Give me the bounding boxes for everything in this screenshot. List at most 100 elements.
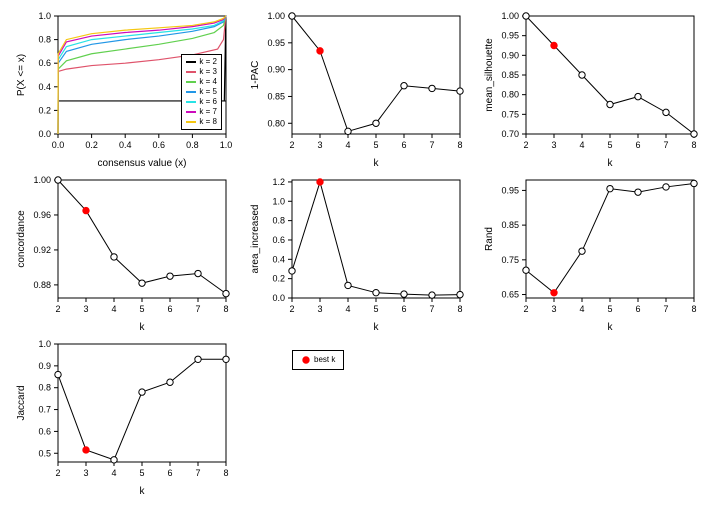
svg-text:0.9: 0.9 bbox=[38, 361, 51, 371]
cdf-legend: k = 2k = 3k = 4k = 5k = 6k = 7k = 8 bbox=[181, 54, 222, 130]
svg-text:0.90: 0.90 bbox=[501, 50, 519, 60]
svg-text:consensus value (x): consensus value (x) bbox=[98, 158, 187, 169]
svg-text:3: 3 bbox=[83, 468, 88, 478]
svg-text:7: 7 bbox=[663, 304, 668, 314]
chart-grid: 0.0 0.2 0.4 0.6 0.8 1.0 0.0 0.2 0.4 0.6 0.8 1.0 cons… bbox=[10, 10, 710, 498]
svg-text:3: 3 bbox=[83, 304, 88, 314]
svg-text:1.0: 1.0 bbox=[38, 339, 51, 349]
svg-text:7: 7 bbox=[429, 140, 434, 150]
svg-text:8: 8 bbox=[457, 140, 462, 150]
svg-text:0.6: 0.6 bbox=[272, 235, 285, 245]
svg-text:0.65: 0.65 bbox=[501, 290, 519, 300]
panel-mean-silhouette: 23456780.700.750.800.850.900.951.00kmean… bbox=[478, 10, 704, 170]
svg-text:1.00: 1.00 bbox=[501, 11, 519, 21]
panel-concordance: 23456780.880.920.961.00kconcordance bbox=[10, 174, 236, 334]
svg-text:6: 6 bbox=[635, 304, 640, 314]
svg-text:0.80: 0.80 bbox=[501, 90, 519, 100]
svg-text:0.0: 0.0 bbox=[272, 293, 285, 303]
svg-text:7: 7 bbox=[195, 468, 200, 478]
svg-text:2: 2 bbox=[289, 304, 294, 314]
svg-text:k: k bbox=[140, 486, 146, 497]
panel-area-increased: 23456780.00.20.40.60.81.01.2karea_increa… bbox=[244, 174, 470, 334]
svg-text:0.85: 0.85 bbox=[501, 70, 519, 80]
svg-text:4: 4 bbox=[345, 304, 350, 314]
svg-text:6: 6 bbox=[635, 140, 640, 150]
svg-text:0.6: 0.6 bbox=[153, 140, 166, 150]
svg-text:0.2: 0.2 bbox=[272, 274, 285, 284]
svg-text:0.96: 0.96 bbox=[33, 210, 51, 220]
svg-text:7: 7 bbox=[663, 140, 668, 150]
svg-text:0.8: 0.8 bbox=[272, 216, 285, 226]
svg-text:0.95: 0.95 bbox=[501, 185, 519, 195]
svg-text:7: 7 bbox=[195, 304, 200, 314]
svg-text:5: 5 bbox=[373, 304, 378, 314]
svg-text:3: 3 bbox=[317, 140, 322, 150]
svg-text:k: k bbox=[374, 322, 380, 333]
svg-text:0.92: 0.92 bbox=[33, 245, 51, 255]
svg-text:2: 2 bbox=[523, 304, 528, 314]
svg-text:k: k bbox=[608, 158, 614, 169]
svg-text:concordance: concordance bbox=[16, 210, 27, 268]
svg-text:k: k bbox=[608, 322, 614, 333]
svg-text:6: 6 bbox=[401, 304, 406, 314]
svg-text:1.0: 1.0 bbox=[38, 11, 51, 21]
svg-text:5: 5 bbox=[607, 140, 612, 150]
svg-text:0.2: 0.2 bbox=[85, 140, 98, 150]
panel-best-legend: best k bbox=[244, 338, 470, 498]
svg-text:0.0: 0.0 bbox=[52, 140, 65, 150]
svg-text:0.80: 0.80 bbox=[267, 118, 285, 128]
svg-text:8: 8 bbox=[223, 304, 228, 314]
svg-text:4: 4 bbox=[579, 140, 584, 150]
svg-text:0.90: 0.90 bbox=[267, 65, 285, 75]
svg-text:0.5: 0.5 bbox=[38, 448, 51, 458]
best-k-legend: best k bbox=[292, 350, 344, 370]
svg-text:0.95: 0.95 bbox=[501, 31, 519, 41]
svg-text:0.85: 0.85 bbox=[267, 91, 285, 101]
svg-text:8: 8 bbox=[691, 140, 696, 150]
svg-text:2: 2 bbox=[55, 468, 60, 478]
svg-text:1.0: 1.0 bbox=[220, 140, 233, 150]
svg-text:3: 3 bbox=[551, 140, 556, 150]
svg-text:0.8: 0.8 bbox=[38, 35, 51, 45]
svg-text:8: 8 bbox=[223, 468, 228, 478]
panel-rand: 2 3 4 5 6 7 8 0.65 0.75 0.85 0.95 k Rand bbox=[478, 174, 704, 334]
svg-text:3: 3 bbox=[317, 304, 322, 314]
svg-text:k: k bbox=[140, 322, 146, 333]
svg-text:P(X <= x): P(X <= x) bbox=[16, 54, 27, 96]
best-k-label: best k bbox=[314, 355, 335, 365]
svg-text:0.7: 0.7 bbox=[38, 405, 51, 415]
panel-one-minus-pac: 23456780.800.850.900.951.00k1-PAC bbox=[244, 10, 470, 170]
svg-text:6: 6 bbox=[167, 468, 172, 478]
svg-text:5: 5 bbox=[139, 304, 144, 314]
svg-text:0.88: 0.88 bbox=[33, 280, 51, 290]
svg-text:6: 6 bbox=[167, 304, 172, 314]
svg-text:3: 3 bbox=[551, 304, 556, 314]
svg-text:5: 5 bbox=[607, 304, 612, 314]
svg-text:0.85: 0.85 bbox=[501, 220, 519, 230]
svg-text:area_increased: area_increased bbox=[250, 205, 261, 274]
svg-text:1-PAC: 1-PAC bbox=[250, 61, 261, 90]
svg-text:4: 4 bbox=[579, 304, 584, 314]
svg-text:4: 4 bbox=[345, 140, 350, 150]
svg-text:0.6: 0.6 bbox=[38, 58, 51, 68]
svg-text:1.00: 1.00 bbox=[267, 11, 285, 21]
svg-text:0.4: 0.4 bbox=[272, 254, 285, 264]
svg-text:0.0: 0.0 bbox=[38, 129, 51, 139]
svg-text:5: 5 bbox=[139, 468, 144, 478]
svg-text:2: 2 bbox=[55, 304, 60, 314]
svg-text:7: 7 bbox=[429, 304, 434, 314]
svg-text:mean_silhouette: mean_silhouette bbox=[484, 38, 495, 112]
svg-text:0.75: 0.75 bbox=[501, 255, 519, 265]
svg-text:8: 8 bbox=[691, 304, 696, 314]
svg-text:1.0: 1.0 bbox=[272, 196, 285, 206]
svg-text:4: 4 bbox=[111, 468, 116, 478]
svg-text:0.95: 0.95 bbox=[267, 38, 285, 48]
panel-empty bbox=[478, 338, 704, 498]
svg-text:0.75: 0.75 bbox=[501, 109, 519, 119]
svg-text:6: 6 bbox=[401, 140, 406, 150]
svg-text:0.6: 0.6 bbox=[38, 426, 51, 436]
svg-text:2: 2 bbox=[289, 140, 294, 150]
svg-text:8: 8 bbox=[457, 304, 462, 314]
svg-text:0.4: 0.4 bbox=[38, 82, 51, 92]
svg-text:Rand: Rand bbox=[484, 227, 495, 251]
